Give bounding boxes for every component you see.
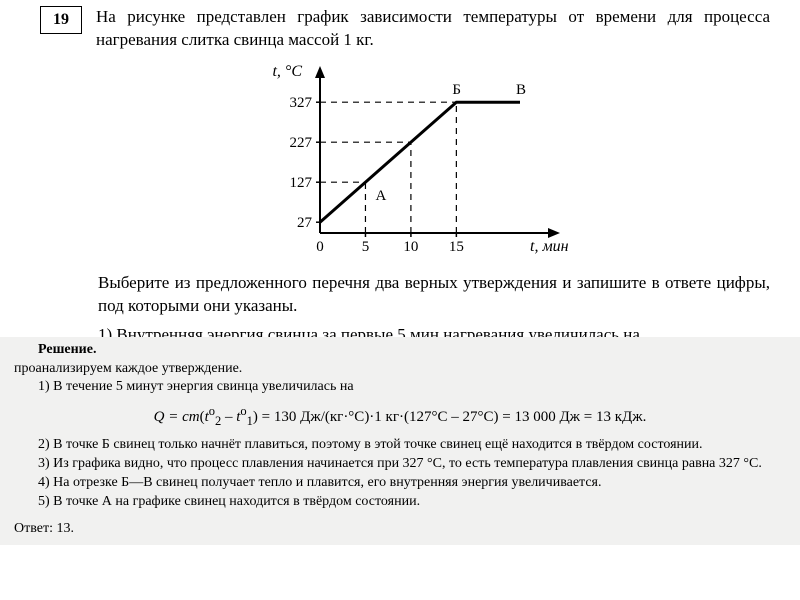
- chart-container: 27 127 227 327 0 5 10 15 А Б Вt, °C t, мин: [40, 58, 770, 268]
- solution-formula: Q = cm(to2 – to1) = 130 Дж/(кг·°С)·1 кг·…: [14, 403, 786, 430]
- solution-answer: Ответ: 13.: [14, 520, 786, 539]
- solution-intro: проанализируем каждое утверждение.: [14, 360, 786, 379]
- solution-item-4: 4) На отрезке Б—В свинец получает тепло …: [14, 474, 786, 493]
- problem-statement: На рисунке представлен график зависимост…: [96, 6, 770, 52]
- solution-item-1: 1) В течение 5 минут энергия свинца увел…: [14, 378, 786, 397]
- svg-text:t, мин: t, мин: [530, 238, 569, 255]
- problem-header: 19 На рисунке представлен график зависим…: [40, 6, 770, 52]
- svg-text:t, °C: t, °C: [272, 63, 302, 80]
- svg-text:В: В: [516, 82, 526, 98]
- solution-item-2: 2) В точке Б свинец только начнёт плавит…: [14, 436, 786, 455]
- svg-text:27: 27: [297, 215, 313, 231]
- formula-minus: –: [221, 409, 236, 425]
- svg-text:15: 15: [449, 239, 464, 255]
- svg-text:А: А: [375, 188, 386, 204]
- svg-text:127: 127: [290, 175, 313, 191]
- formula-rhs: = 130 Дж/(кг·°С)·1 кг·(127°С – 27°С) = 1…: [258, 409, 646, 425]
- solution-title: Решение.: [38, 342, 96, 357]
- problem-prompt: Выберите из предложенного перечня два ве…: [98, 272, 770, 318]
- temperature-chart: 27 127 227 327 0 5 10 15 А Б Вt, °C t, мин: [235, 58, 575, 268]
- svg-text:0: 0: [316, 239, 324, 255]
- problem-number-box: 19: [40, 6, 82, 34]
- svg-text:Б: Б: [452, 82, 461, 98]
- svg-text:227: 227: [290, 135, 313, 151]
- solution-item-3: 3) Из графика видно, что процесс плавлен…: [14, 455, 786, 474]
- solution-item-5: 5) В точке А на графике свинец находится…: [14, 493, 786, 512]
- svg-text:327: 327: [290, 95, 313, 111]
- svg-text:5: 5: [362, 239, 370, 255]
- svg-text:10: 10: [403, 239, 418, 255]
- solution-section: Решение. проанализируем каждое утвержден…: [0, 337, 800, 545]
- formula-lhs: Q = cm: [154, 409, 200, 425]
- problem-section: 19 На рисунке представлен график зависим…: [0, 0, 800, 347]
